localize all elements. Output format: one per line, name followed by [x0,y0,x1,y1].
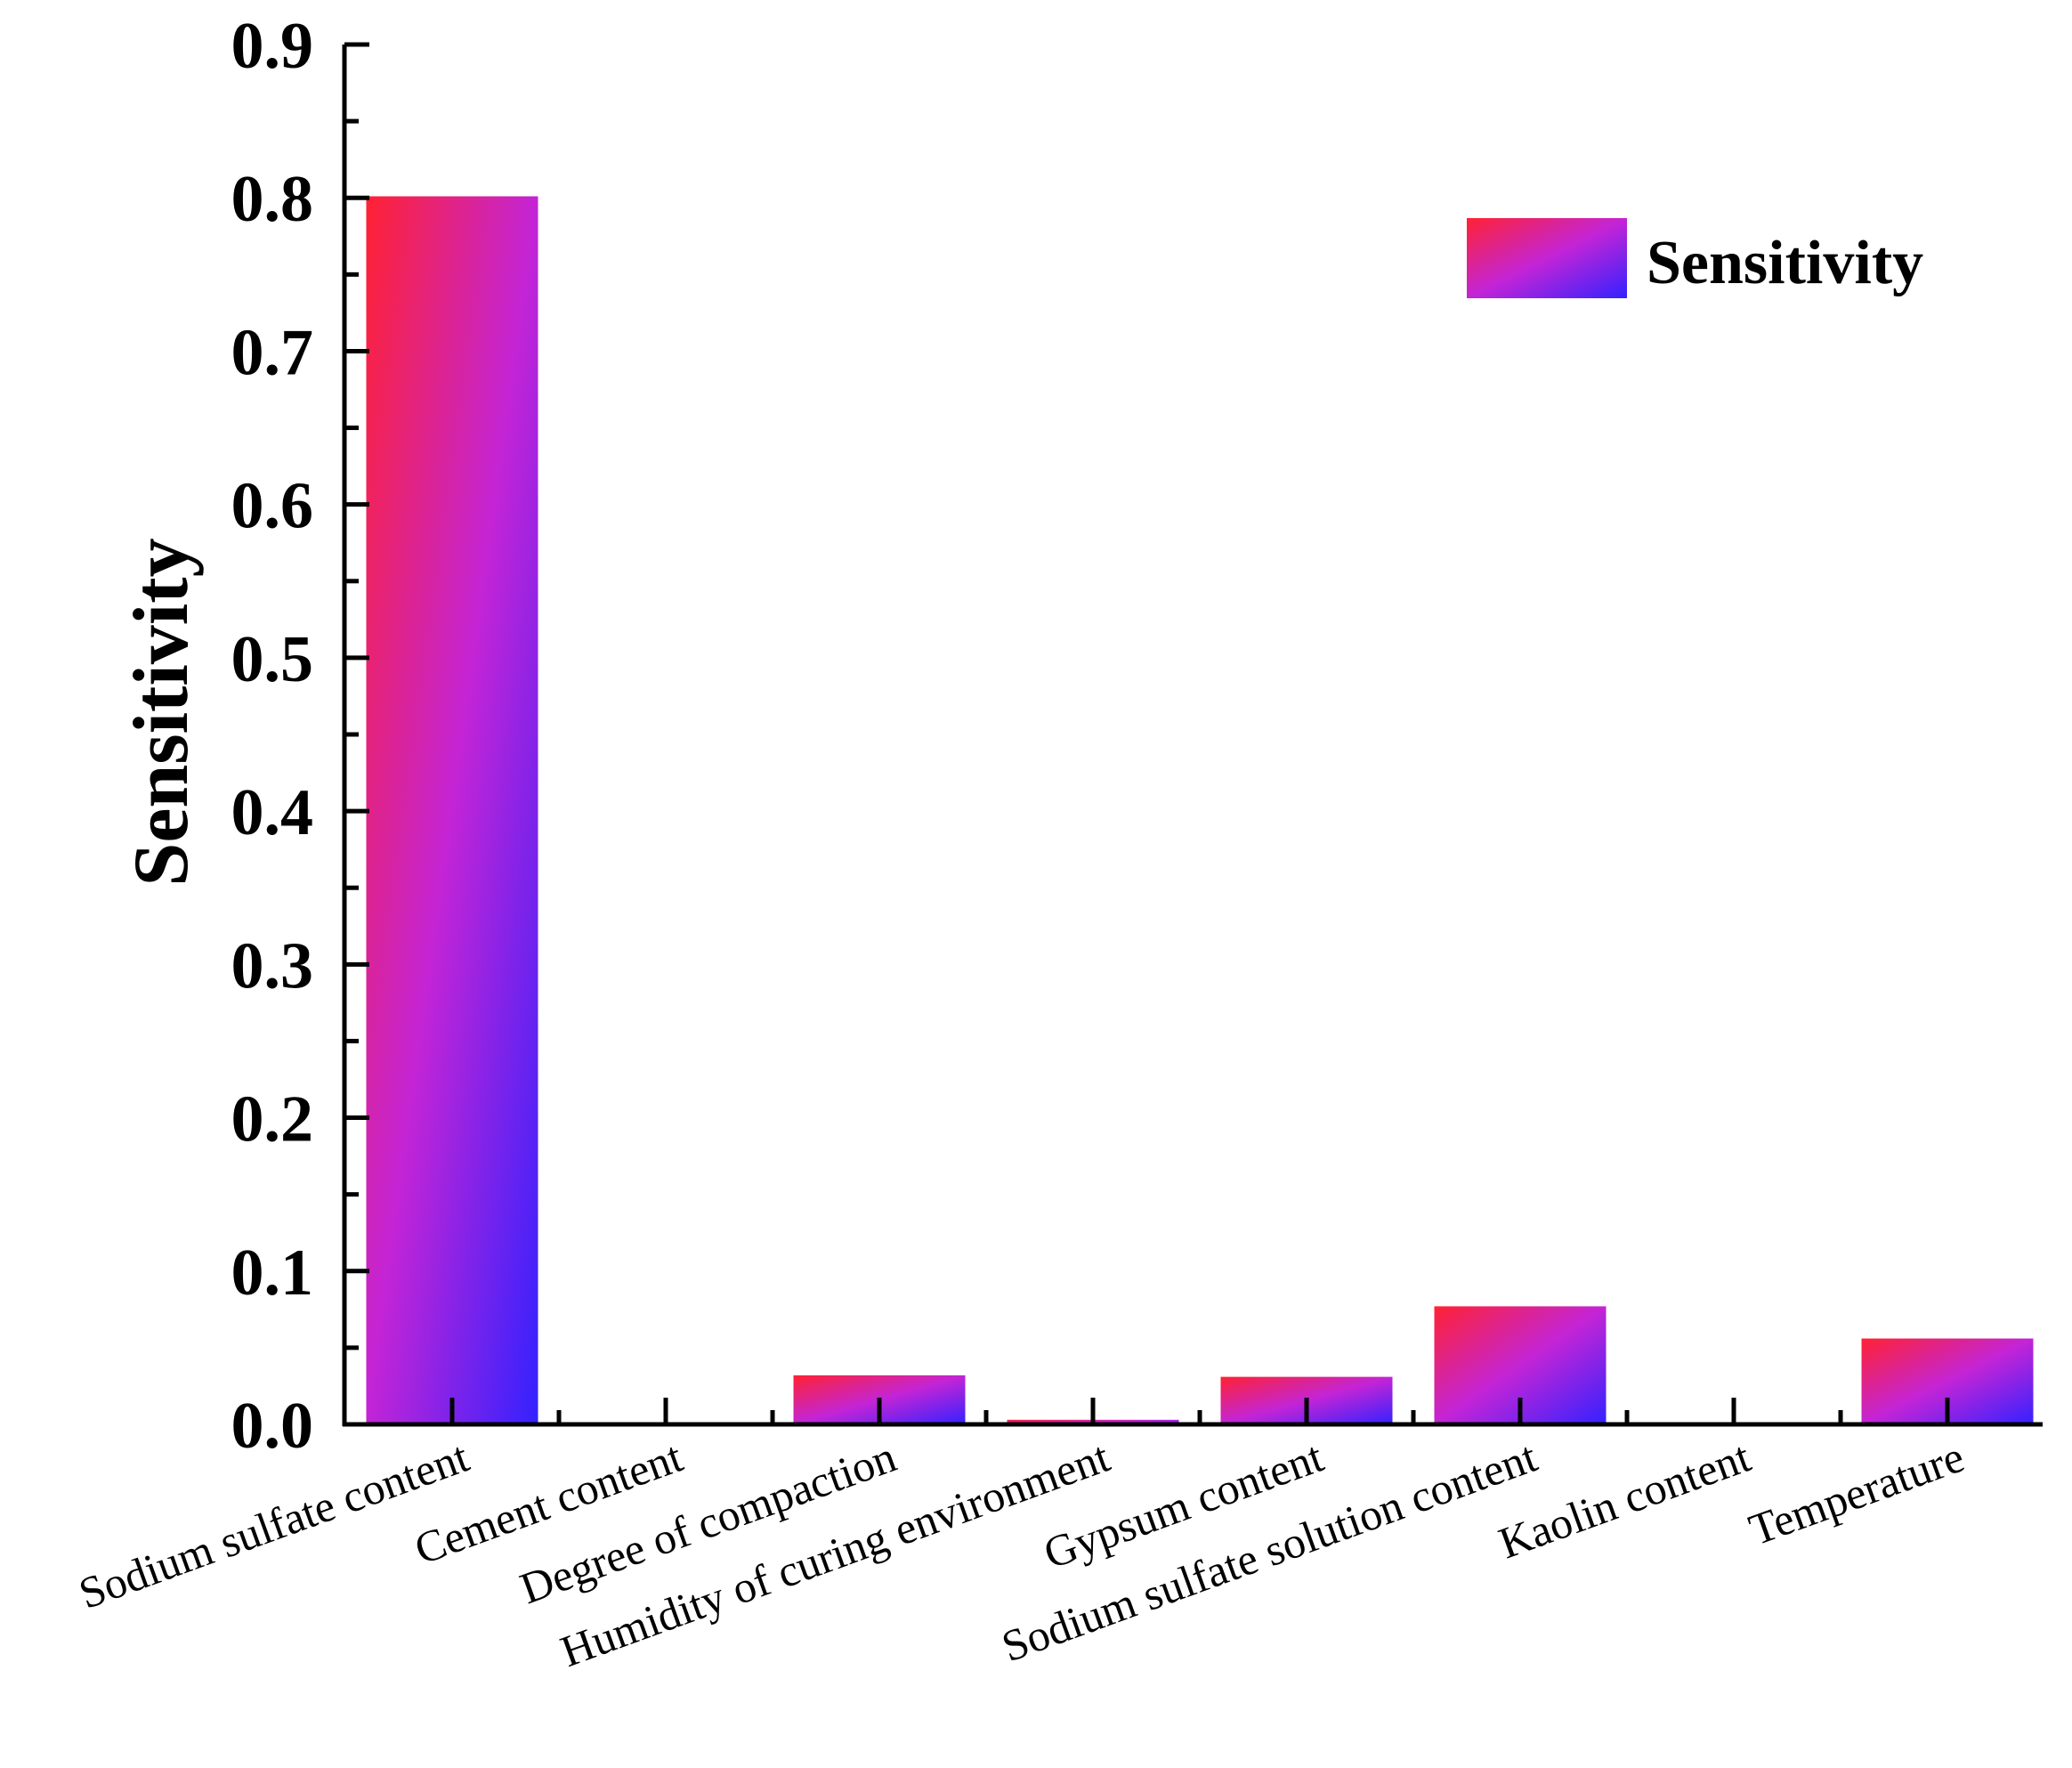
legend: Sensitivity [1467,218,1923,298]
y-tick-label: 0.0 [231,1390,314,1463]
y-tick-label: 0.6 [231,470,314,543]
y-tick-label: 0.2 [231,1083,314,1156]
legend-label: Sensitivity [1647,229,1923,297]
y-tick-label: 0.9 [231,10,314,83]
y-axis-title: Sensitivity [118,538,205,886]
y-tick-label: 0.3 [231,929,314,1002]
y-tick-label: 0.1 [231,1237,314,1310]
bar-sodium-sulfate-content [366,196,538,1424]
bar-series [366,196,2034,1424]
y-axis-ticks: 0.0 0.1 0.2 0.3 0.4 0.5 0.6 0.7 0.8 0.9 [231,10,369,1463]
y-tick-label: 0.5 [231,623,314,696]
y-tick-label: 0.8 [231,163,314,236]
y-tick-label: 0.4 [231,776,314,849]
legend-swatch [1467,218,1627,298]
y-tick-label: 0.7 [231,316,314,389]
x-category-label: Temperature [1743,1431,1971,1555]
